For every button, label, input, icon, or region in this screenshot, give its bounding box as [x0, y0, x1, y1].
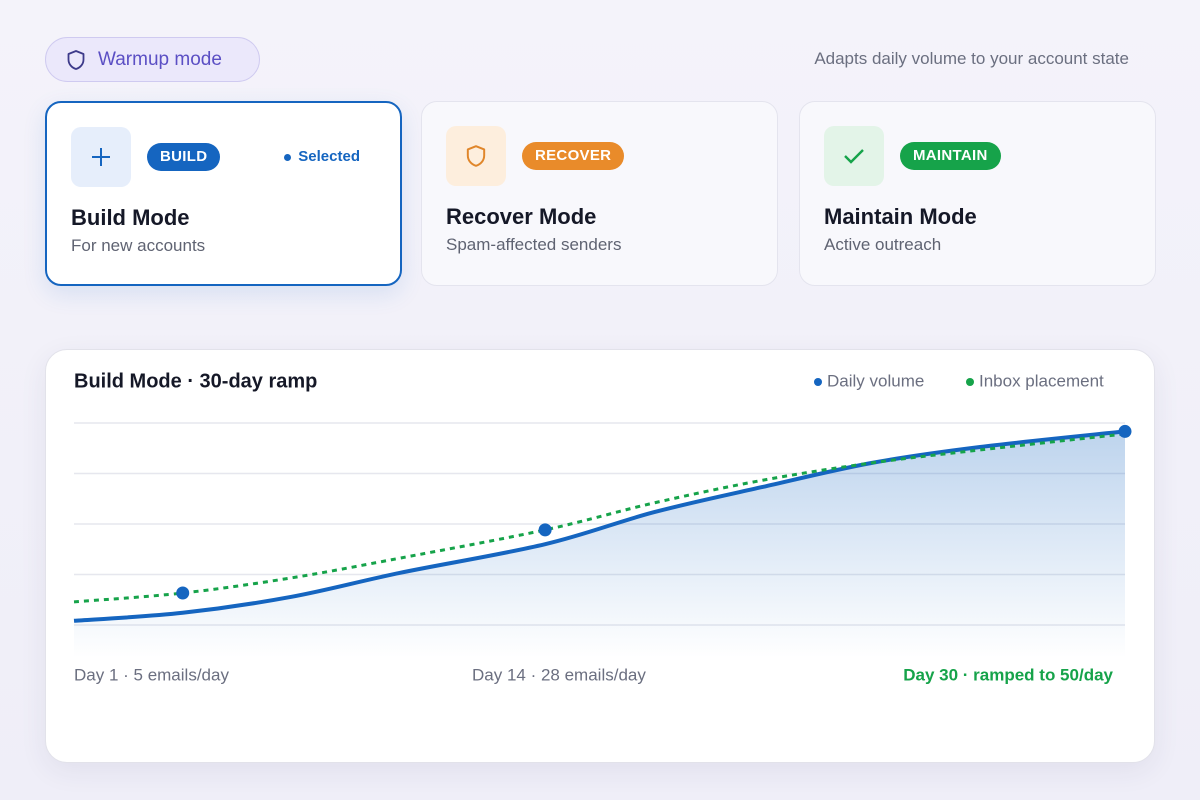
mode-icon: [824, 126, 884, 186]
legend-dot: [966, 378, 974, 386]
annotation: Day 1 · 5 emails/day: [74, 665, 229, 684]
mode-title: Maintain Mode: [824, 204, 977, 229]
legend-label: Daily volume: [827, 371, 924, 390]
mode-icon: [71, 127, 131, 187]
mode-subtitle: For new accounts: [71, 236, 206, 255]
mode-tag: BUILD: [147, 143, 221, 171]
line: [73, 432, 1126, 604]
shield-icon: [67, 49, 85, 70]
selected-status: Selected: [284, 148, 360, 165]
mode-card[interactable]: BUILD Selected Build Mode For new accoun…: [45, 101, 402, 286]
mode-title: Build Mode: [71, 205, 190, 230]
mode-title: Recover Mode: [446, 204, 597, 229]
mode-subtitle: Spam-affected senders: [446, 235, 622, 254]
chart-title: Build Mode · 30-day ramp: [74, 370, 317, 392]
mode-icon: [446, 126, 506, 186]
line: [73, 429, 1126, 623]
legend-dot: [814, 378, 822, 386]
mode-card[interactable]: MAINTAIN Maintain Mode Active outreach: [799, 101, 1156, 286]
mode-tag: MAINTAIN: [900, 142, 1001, 170]
point-marker: [176, 586, 190, 600]
plus-icon: [92, 148, 110, 166]
mode-card[interactable]: RECOVER Recover Mode Spam-affected sende…: [421, 101, 778, 286]
shield-icon: [466, 145, 486, 167]
annotation: Day 30 · ramped to 50/day: [903, 665, 1113, 684]
legend-label: Inbox placement: [979, 371, 1104, 390]
point-marker: [538, 523, 552, 537]
mode-subtitle: Active outreach: [824, 235, 942, 254]
pill-text: Warmup mode: [98, 48, 222, 70]
header-note: Adapts daily volume to your account stat…: [814, 49, 1129, 68]
mode-tag: RECOVER: [522, 142, 625, 170]
check-icon: [844, 149, 864, 164]
point-marker: [1118, 424, 1132, 438]
annotation: Day 14 · 28 emails/day: [472, 665, 646, 684]
area: [74, 431, 1125, 658]
mode-pill[interactable]: Warmup mode: [45, 37, 260, 82]
